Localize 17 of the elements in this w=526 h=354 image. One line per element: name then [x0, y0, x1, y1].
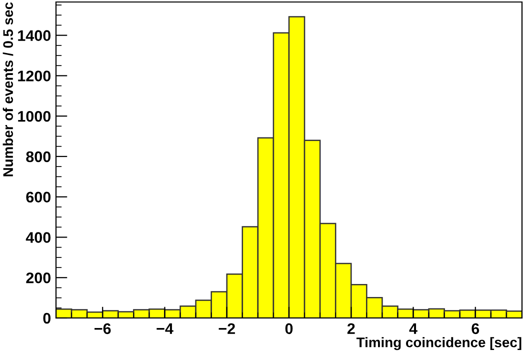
y-axis-title: Number of events / 0.5 sec — [2, 2, 14, 176]
y-tick-label: 400 — [26, 232, 51, 243]
y-tick-label: 1200 — [18, 70, 51, 82]
y-tick-label: 0 — [43, 312, 51, 324]
y-tick-label: 600 — [26, 192, 51, 203]
x-axis-title: Timing coincidence [sec] — [356, 337, 522, 350]
y-tick-label: 800 — [26, 151, 51, 162]
x-tick-label: 0 — [285, 323, 293, 334]
x-tick-label: −6 — [94, 323, 111, 334]
y-tick-label: 1000 — [18, 110, 51, 122]
y-tick-label: 1400 — [18, 30, 51, 41]
y-tick-label: 200 — [26, 272, 51, 284]
x-tick-label: 6 — [472, 323, 480, 334]
x-tick-label: 4 — [409, 323, 418, 334]
x-tick-label: −2 — [218, 323, 235, 334]
x-tick-label: −4 — [156, 323, 174, 334]
x-tick-label: 2 — [347, 323, 355, 334]
